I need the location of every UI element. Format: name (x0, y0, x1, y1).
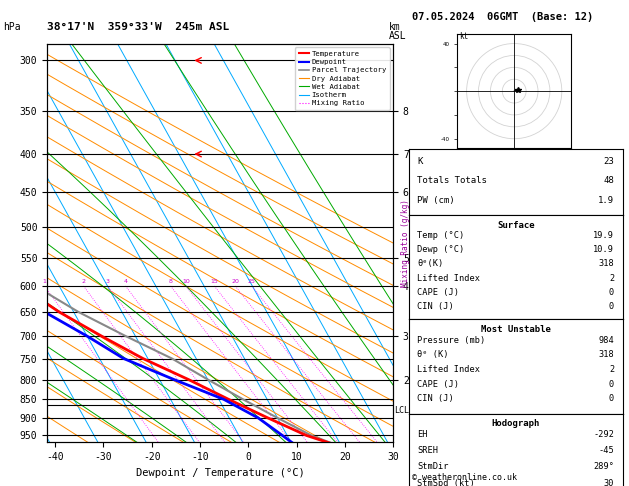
Text: Surface: Surface (497, 221, 535, 230)
Text: 0: 0 (609, 288, 614, 296)
Text: Lifted Index: Lifted Index (418, 365, 481, 374)
Text: 0: 0 (609, 380, 614, 389)
Text: SREH: SREH (418, 447, 438, 455)
Text: ASL: ASL (389, 31, 406, 41)
Text: 0: 0 (609, 302, 614, 311)
Text: 19.9: 19.9 (593, 231, 614, 240)
Text: 2: 2 (82, 279, 86, 284)
Text: 1.9: 1.9 (598, 196, 614, 205)
Text: 2: 2 (609, 274, 614, 282)
Text: Temp (°C): Temp (°C) (418, 231, 465, 240)
Text: Mixing Ratio (g/kg): Mixing Ratio (g/kg) (401, 199, 410, 287)
Text: K: K (418, 156, 423, 166)
Legend: Temperature, Dewpoint, Parcel Trajectory, Dry Adiabat, Wet Adiabat, Isotherm, Mi: Temperature, Dewpoint, Parcel Trajectory… (295, 47, 389, 110)
Text: StmDir: StmDir (418, 463, 449, 471)
Text: StmSpd (kt): StmSpd (kt) (418, 479, 475, 486)
Text: Most Unstable: Most Unstable (481, 325, 551, 334)
Text: 4: 4 (123, 279, 128, 284)
Text: LCL: LCL (394, 406, 409, 415)
Text: Totals Totals: Totals Totals (418, 176, 487, 185)
Text: 20: 20 (231, 279, 239, 284)
Text: 2: 2 (609, 365, 614, 374)
Text: 318: 318 (598, 260, 614, 268)
X-axis label: Dewpoint / Temperature (°C): Dewpoint / Temperature (°C) (136, 468, 304, 478)
Text: θᵉ(K): θᵉ(K) (418, 260, 443, 268)
Text: 23: 23 (603, 156, 614, 166)
Text: Pressure (mb): Pressure (mb) (418, 336, 486, 345)
Text: 15: 15 (211, 279, 218, 284)
Text: 10: 10 (182, 279, 190, 284)
Text: 48: 48 (603, 176, 614, 185)
Text: PW (cm): PW (cm) (418, 196, 455, 205)
Text: θᵉ (K): θᵉ (K) (418, 350, 449, 359)
Text: EH: EH (418, 431, 428, 439)
Text: CIN (J): CIN (J) (418, 395, 454, 403)
Text: 38°17'N  359°33'W  245m ASL: 38°17'N 359°33'W 245m ASL (47, 21, 230, 32)
Text: 984: 984 (598, 336, 614, 345)
Text: 25: 25 (248, 279, 255, 284)
Text: Dewp (°C): Dewp (°C) (418, 245, 465, 254)
Text: 0: 0 (609, 395, 614, 403)
Text: CAPE (J): CAPE (J) (418, 288, 459, 296)
Text: Hodograph: Hodograph (492, 419, 540, 428)
Text: hPa: hPa (3, 21, 21, 32)
Text: CAPE (J): CAPE (J) (418, 380, 459, 389)
Text: 318: 318 (598, 350, 614, 359)
Text: 10.9: 10.9 (593, 245, 614, 254)
Text: -45: -45 (598, 447, 614, 455)
Text: 3: 3 (106, 279, 109, 284)
Text: CIN (J): CIN (J) (418, 302, 454, 311)
Text: km: km (389, 21, 401, 32)
Text: 8: 8 (169, 279, 172, 284)
Text: © weatheronline.co.uk: © weatheronline.co.uk (412, 473, 517, 482)
Text: kt: kt (459, 32, 469, 41)
Text: 289°: 289° (593, 463, 614, 471)
Text: 07.05.2024  06GMT  (Base: 12): 07.05.2024 06GMT (Base: 12) (412, 12, 593, 22)
Text: Lifted Index: Lifted Index (418, 274, 481, 282)
Text: 1: 1 (43, 279, 47, 284)
Text: -292: -292 (593, 431, 614, 439)
Text: 30: 30 (604, 479, 614, 486)
